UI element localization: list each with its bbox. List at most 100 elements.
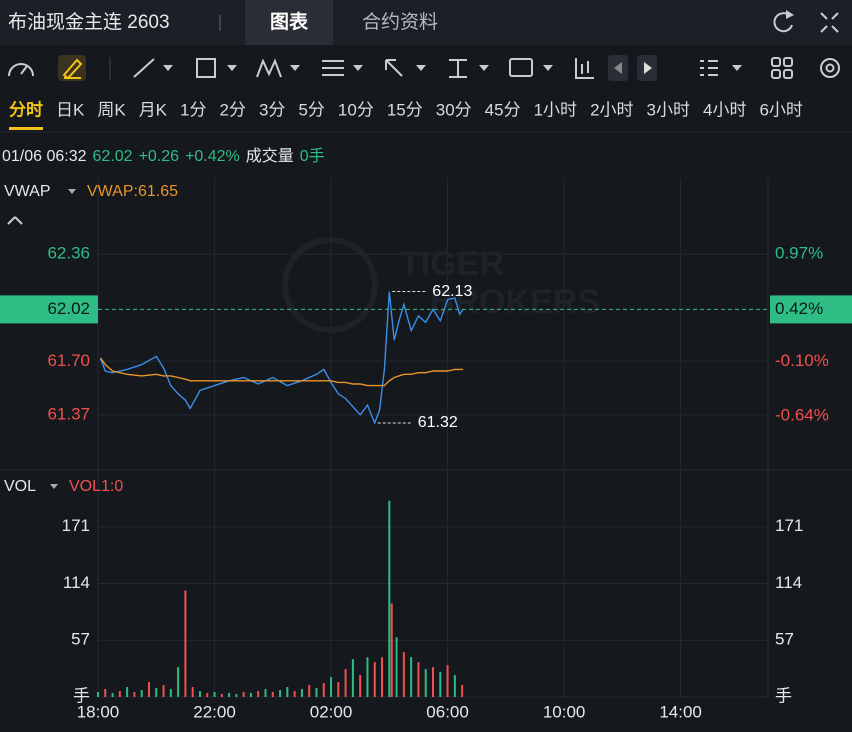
x-tick-label: 18:00	[77, 702, 120, 721]
measure-tool[interactable]	[449, 59, 467, 78]
quote-line: 01/06 06:32 62.02 +0.26 +0.42% 成交量 0手	[2, 147, 325, 165]
volume-bar	[206, 693, 209, 697]
volume-bar	[344, 669, 347, 697]
volume-bar	[424, 669, 427, 697]
fib-tool[interactable]	[322, 60, 344, 76]
volume-bar	[315, 688, 318, 697]
volume-bar	[228, 693, 231, 697]
volume-bar	[242, 692, 245, 697]
timeframe[interactable]: 月K	[139, 100, 168, 119]
timeframe[interactable]: 5分	[298, 100, 324, 119]
y-tick-label: 171	[62, 516, 90, 535]
volume-bar	[402, 652, 405, 697]
timeframe[interactable]: 15分	[387, 100, 423, 119]
watermark: BROKERS	[430, 283, 600, 321]
list-icon[interactable]	[700, 60, 718, 76]
tab[interactable]: 图表	[270, 10, 309, 33]
volume-bar	[390, 603, 393, 697]
caret	[50, 484, 58, 489]
y2-tick-label: 114	[775, 573, 802, 592]
rect-tool[interactable]	[196, 58, 216, 78]
volume-bar	[279, 690, 282, 697]
text-tool[interactable]	[509, 58, 533, 77]
annotation-label: 61.32	[418, 414, 458, 431]
caret	[227, 65, 237, 71]
x-tick-label: 14:00	[659, 702, 702, 721]
arrow-tool[interactable]	[385, 59, 403, 77]
y2-tick-label: 手	[775, 686, 792, 705]
price-tag-bg	[0, 295, 98, 324]
timeframe[interactable]: 30分	[436, 100, 472, 119]
timeframe[interactable]: 45分	[485, 100, 521, 119]
caret	[68, 189, 76, 194]
volume-bar	[249, 693, 252, 697]
y2-tick-label: -0.64%	[775, 405, 829, 424]
volume-bar	[257, 691, 260, 697]
volume-bar	[184, 590, 187, 697]
tool-icon[interactable]	[8, 63, 34, 77]
volume-bar	[118, 691, 121, 697]
grid-icon[interactable]	[771, 57, 793, 79]
tab[interactable]: 合约资料	[362, 11, 438, 33]
volume-bar	[373, 662, 376, 697]
x-tick-label: 02:00	[310, 702, 353, 721]
quote-change-pct: +0.42%	[185, 148, 240, 165]
volume-bar	[235, 694, 238, 697]
timeframe[interactable]: 1分	[180, 100, 206, 119]
x-tick-label: 22:00	[193, 702, 236, 721]
volume-bar	[388, 500, 391, 697]
volume-bar	[264, 689, 267, 697]
volume-bar	[162, 685, 165, 697]
timeframe[interactable]: 2分	[220, 100, 246, 119]
caret	[290, 65, 300, 71]
settings-icon[interactable]	[820, 58, 840, 78]
vwap-line	[99, 357, 464, 387]
refresh-icon[interactable]	[773, 10, 794, 33]
timeframe[interactable]: 周K	[97, 100, 126, 119]
pattern-tool[interactable]	[256, 58, 282, 78]
timeframe[interactable]: 日K	[56, 100, 85, 119]
timeframe[interactable]: 2小时	[590, 100, 633, 119]
watermark: TIGER	[400, 245, 504, 283]
toolbar	[8, 55, 840, 81]
volume-bar	[337, 682, 340, 697]
candle-tool[interactable]	[575, 58, 594, 79]
caret	[479, 65, 489, 71]
y-tick-label: 114	[63, 573, 90, 592]
caret	[732, 65, 742, 71]
y-tick-label: 手	[73, 686, 90, 705]
active-underline	[9, 127, 43, 130]
y2-tick-label: 171	[775, 516, 803, 535]
title: 布油现金主连 2603	[8, 11, 170, 33]
collapse-icon[interactable]	[7, 216, 23, 225]
expand-icon[interactable]	[820, 12, 839, 33]
volume-bar	[439, 672, 442, 697]
volume-bar	[104, 689, 107, 697]
y-tick-label: 61.37	[47, 404, 90, 423]
volume-bar	[446, 665, 449, 697]
timeframe[interactable]: 3分	[259, 100, 285, 119]
volume-bar	[381, 657, 384, 697]
volume-bar	[417, 662, 420, 697]
line-tool[interactable]	[133, 58, 155, 78]
volume-bar	[191, 687, 194, 697]
quote-change: +0.26	[139, 148, 180, 165]
caret	[163, 65, 173, 71]
volume-bar	[395, 637, 398, 697]
y-tick-label: 62.36	[47, 244, 90, 263]
volume-bar	[140, 690, 143, 697]
y2-tick-label: -0.10%	[775, 351, 829, 370]
volume-bar	[359, 675, 362, 697]
timeframe[interactable]: 分时	[9, 100, 43, 119]
timeframe[interactable]: 1小时	[534, 100, 577, 119]
timeframe[interactable]: 6小时	[759, 100, 802, 119]
timeframe[interactable]: 10分	[338, 100, 374, 119]
timeframe[interactable]: 4小时	[703, 100, 746, 119]
volume-bar	[293, 691, 296, 697]
quote-time: 01/06 06:32	[2, 148, 87, 165]
timeframe[interactable]: 3小时	[647, 100, 690, 119]
volume-bar	[351, 659, 354, 697]
header-bar	[0, 0, 852, 45]
